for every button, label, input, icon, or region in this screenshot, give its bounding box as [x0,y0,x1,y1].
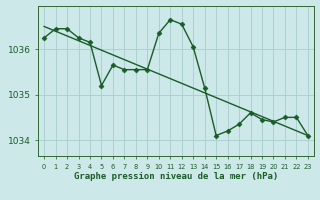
X-axis label: Graphe pression niveau de la mer (hPa): Graphe pression niveau de la mer (hPa) [74,172,278,181]
